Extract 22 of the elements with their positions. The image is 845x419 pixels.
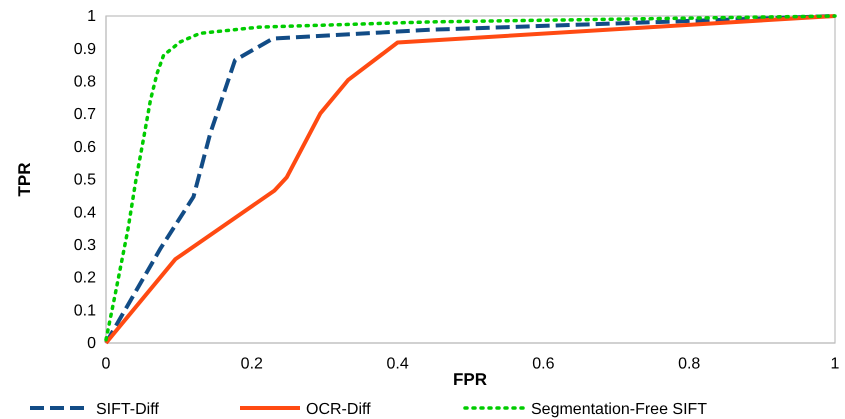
y-tick-label: 0.1 [74, 302, 96, 320]
y-tick-label: 0.6 [74, 138, 96, 156]
legend-label: Segmentation-Free SIFT [531, 401, 708, 418]
x-tick-label: 0.2 [240, 355, 264, 372]
x-tick-label: 0.6 [532, 355, 555, 372]
y-tick-label: 0.9 [74, 40, 96, 58]
x-tick-label: 0.4 [386, 355, 409, 372]
legend-label: SIFT-Diff [96, 401, 160, 418]
x-tick-label: 0.8 [678, 355, 700, 372]
y-tick-label: 0.2 [74, 270, 96, 287]
y-tick-label: 0.5 [74, 172, 96, 189]
y-tick-label: 0 [87, 335, 96, 352]
y-tick-label: 0.3 [74, 237, 96, 254]
x-tick-label: 1 [830, 355, 840, 372]
x-tick-label: 0 [102, 355, 111, 372]
y-tick-label: 0.4 [74, 204, 96, 222]
legend-label: OCR-Diff [306, 401, 372, 418]
y-tick-label: 1 [87, 8, 96, 26]
y-tick-label: 0.7 [74, 106, 96, 124]
x-axis-title: FPR [453, 370, 487, 389]
y-axis-title: TPR [15, 162, 34, 196]
y-tick-label: 0.8 [74, 74, 96, 91]
